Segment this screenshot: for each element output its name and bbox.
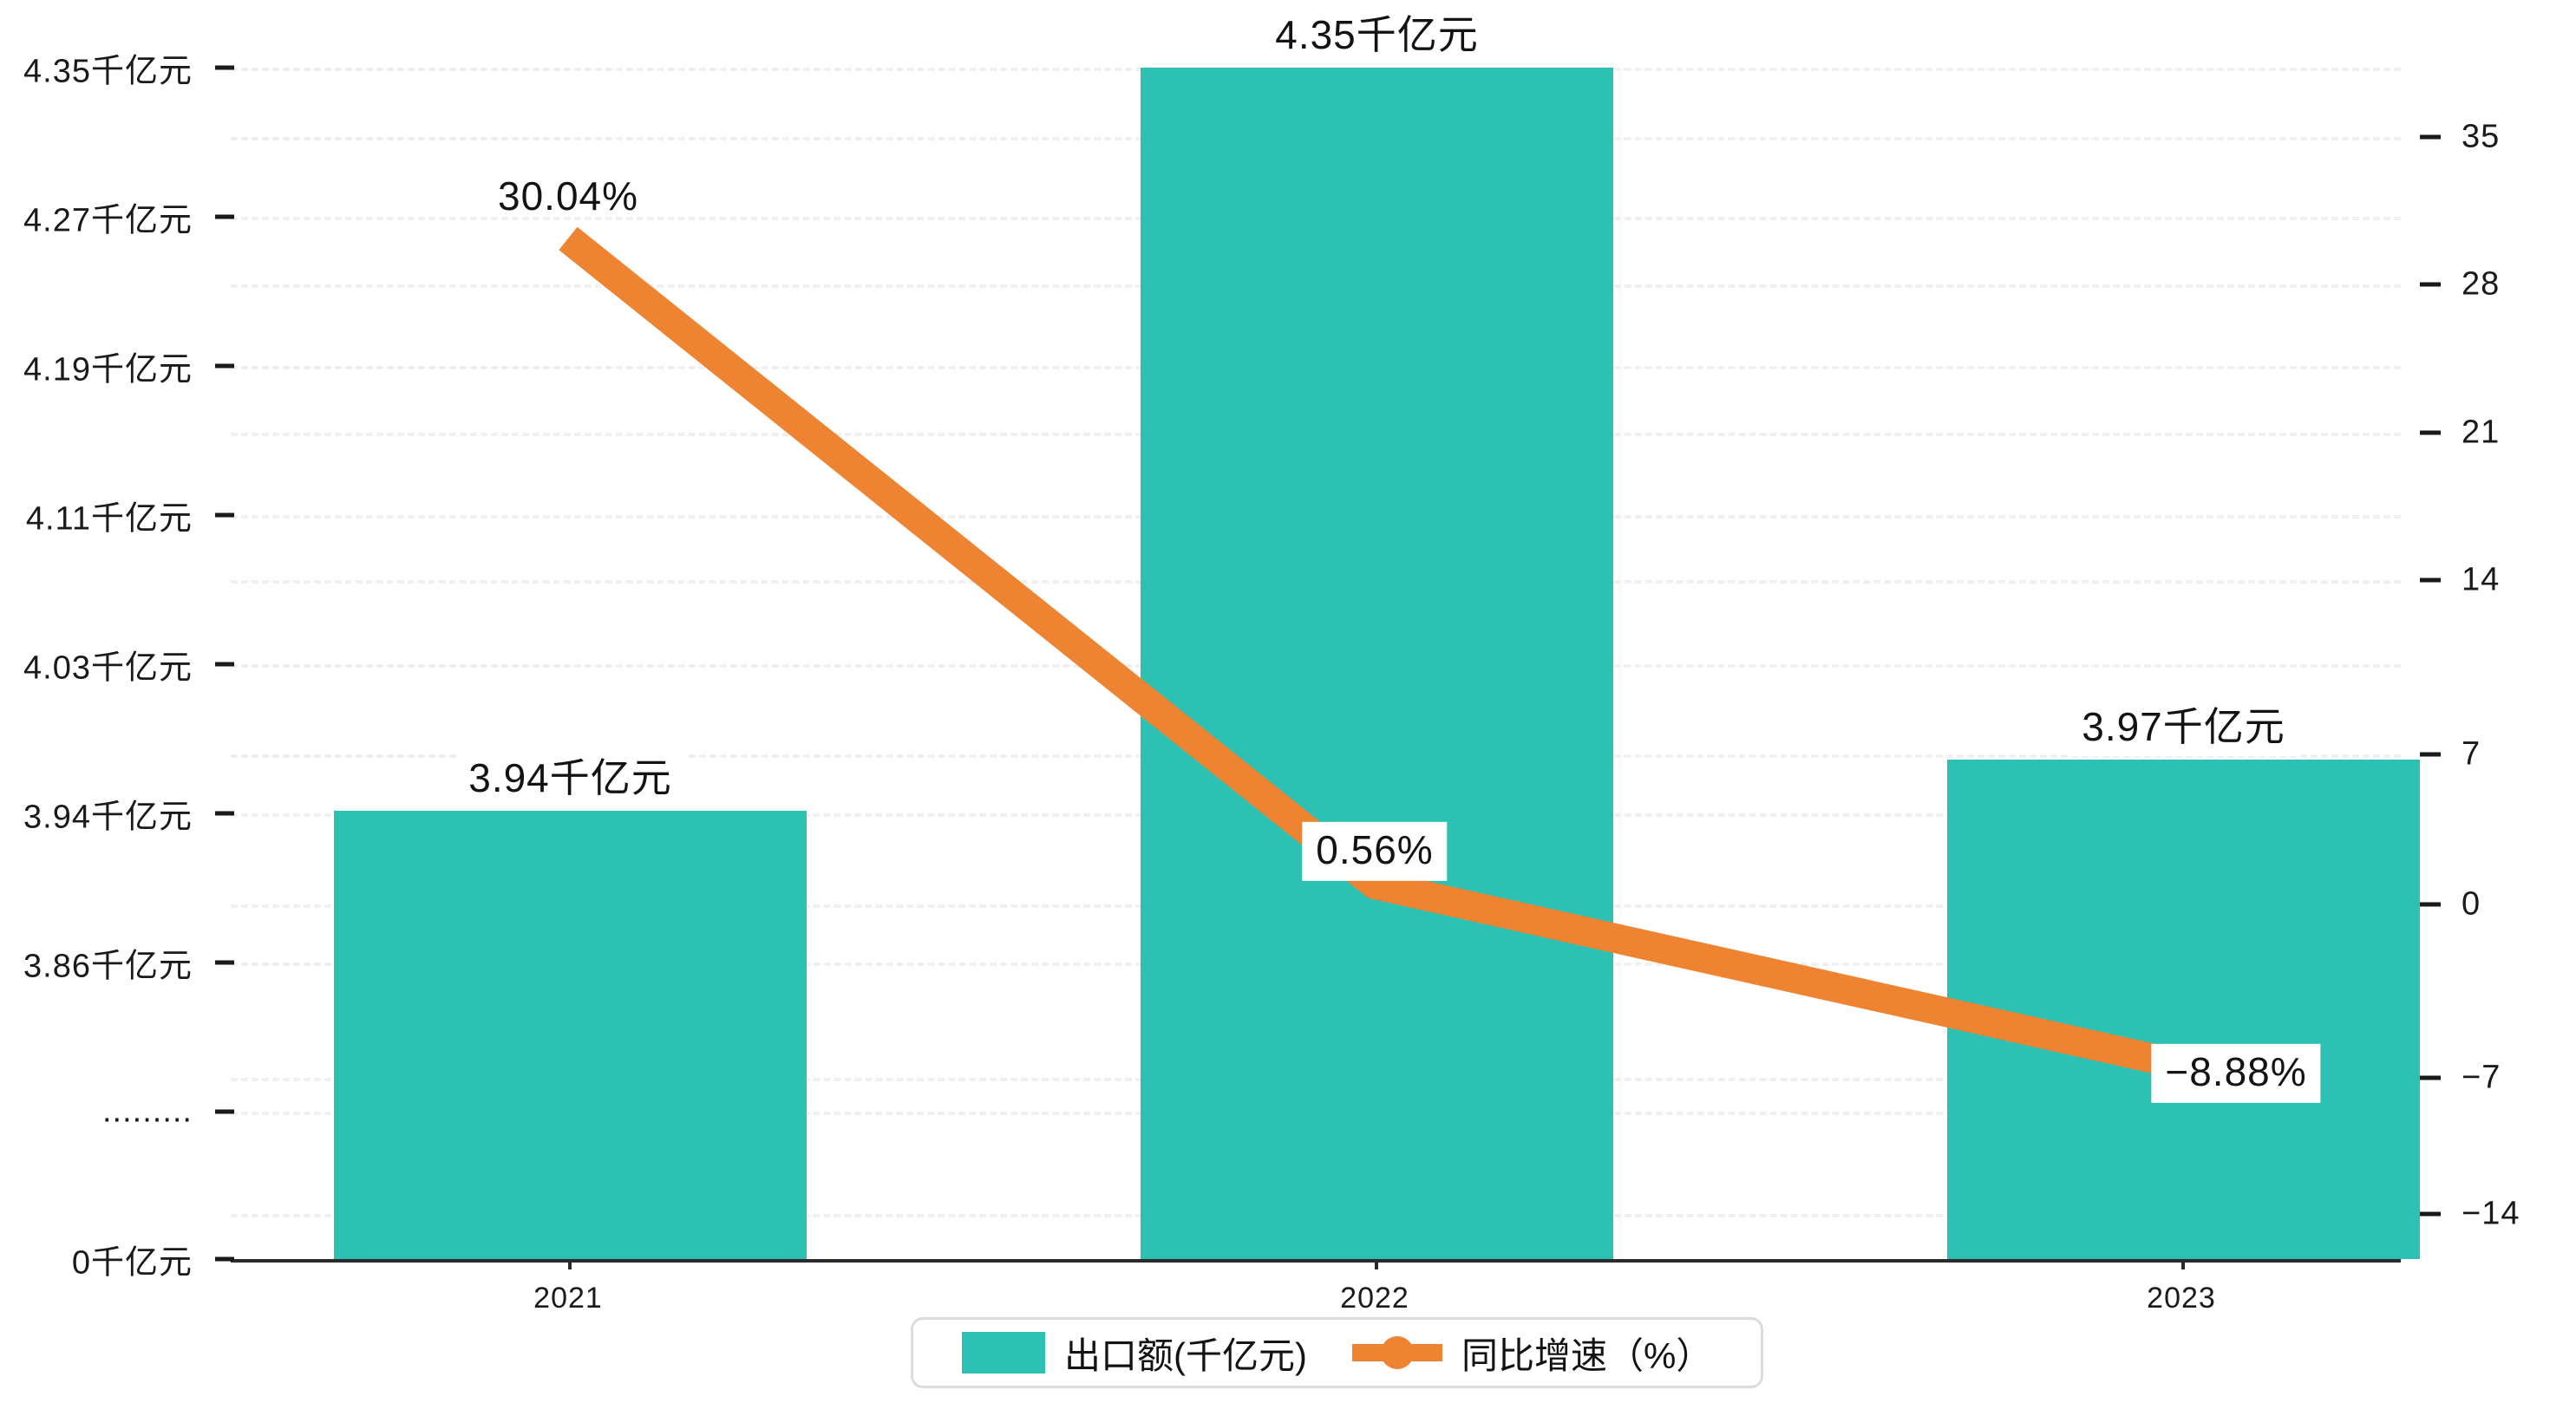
y-right-tick-mark	[2420, 430, 2441, 435]
y-right-tick-label: 7	[2462, 735, 2481, 773]
y-left-tick-mark	[215, 1256, 234, 1262]
y-left-tick-label: 4.11千亿元	[25, 500, 193, 538]
y-left-tick-label: 4.03千亿元	[23, 649, 193, 687]
y-right-tick-label: 21	[2462, 414, 2501, 451]
y-right-tick-label: 0	[2462, 885, 2481, 923]
y-right-tick-label: 14	[2462, 561, 2501, 598]
y-left-tick-label: 0千亿元	[71, 1244, 193, 1282]
bar-value-label-2022: 4.35千亿元	[1263, 9, 1491, 65]
bar-2021[interactable]	[334, 811, 807, 1259]
bar-value-label-2023: 3.97千亿元	[2069, 701, 2298, 757]
y-left-tick-mark	[215, 662, 234, 667]
bar-swatch-icon	[962, 1332, 1045, 1374]
line-value-label-2022: 0.56%	[1302, 821, 1448, 882]
y-left-tick-mark	[215, 363, 234, 369]
y-right-tick-mark	[2420, 282, 2441, 287]
y-right-tick-label: −14	[2462, 1195, 2520, 1232]
bar-value-label-2021: 3.94千亿元	[456, 752, 684, 808]
line-value-label-2023: −8.88%	[2151, 1043, 2321, 1104]
line-value-label-2021: 30.04%	[497, 173, 639, 219]
y-right-tick-mark	[2420, 577, 2441, 583]
bar-2023[interactable]	[1947, 760, 2420, 1259]
y-left-tick-mark	[215, 65, 234, 70]
chart-legend[interactable]: 出口额(千亿元) 同比增速（%）	[911, 1317, 1764, 1388]
y-left-tick-mark	[215, 960, 234, 965]
y-left-tick-mark	[215, 214, 234, 219]
legend-item-line[interactable]: 同比增速（%）	[1330, 1327, 1735, 1380]
y-right-tick-mark	[2420, 752, 2441, 757]
y-right-tick-mark	[2420, 134, 2441, 140]
y-left-tick-label: 4.35千亿元	[23, 53, 193, 90]
legend-item-bar[interactable]: 出口额(千亿元)	[939, 1327, 1330, 1380]
x-tick-label-2021: 2021	[533, 1282, 603, 1315]
x-tick-mark	[2181, 1259, 2185, 1269]
y-left-tick-label: 3.86千亿元	[23, 948, 193, 985]
y-left-tick-mark	[215, 811, 234, 816]
y-right-tick-mark	[2420, 902, 2441, 907]
legend-label-line: 同比增速（%）	[1461, 1334, 1713, 1376]
x-tick-label-2022: 2022	[1340, 1282, 1409, 1315]
x-tick-mark	[1375, 1259, 1378, 1269]
y-left-tick-mark	[215, 1109, 234, 1114]
y-left-tick-label: 4.27千亿元	[23, 202, 193, 239]
x-axis-line	[231, 1259, 2401, 1263]
y-right-tick-label: 35	[2462, 118, 2501, 155]
y-left-tick-label: 4.19千亿元	[23, 351, 193, 388]
y-right-tick-mark	[2420, 1075, 2441, 1080]
line-dot-swatch-icon	[1351, 1332, 1442, 1374]
y-left-tick-label: 3.94千亿元	[23, 799, 193, 836]
y-right-tick-mark	[2420, 1211, 2441, 1217]
x-tick-label-2023: 2023	[2147, 1282, 2216, 1315]
y-left-tick-label: .........	[101, 1093, 193, 1130]
x-tick-mark	[568, 1259, 572, 1269]
y-right-tick-label: 28	[2462, 265, 2501, 303]
bar-2022[interactable]	[1141, 68, 1613, 1259]
y-left-tick-mark	[215, 512, 234, 518]
legend-label-bar: 出口额(千亿元)	[1064, 1334, 1307, 1376]
y-right-tick-label: −7	[2462, 1059, 2501, 1096]
